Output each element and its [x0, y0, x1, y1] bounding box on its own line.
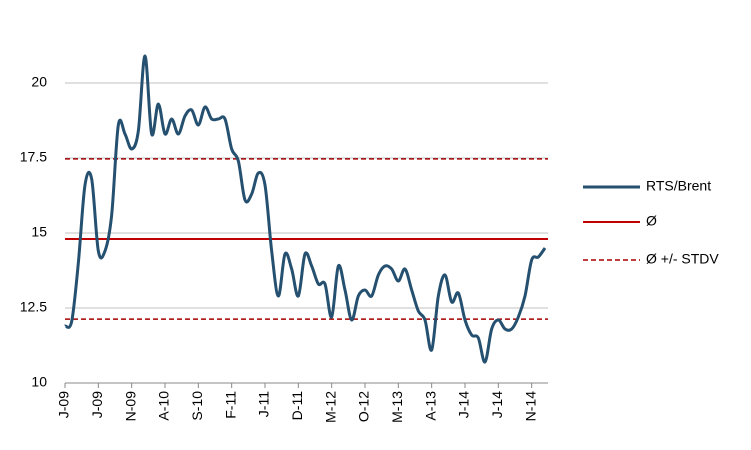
x-tick-label: J-14 — [456, 391, 472, 418]
y-tick-label: 10 — [31, 374, 47, 390]
x-tick-label: J-14 — [489, 391, 505, 418]
x-tick-label: A-13 — [422, 391, 438, 421]
x-tick-label: S-10 — [189, 391, 205, 421]
x-tick-label: J-09 — [89, 391, 105, 418]
x-tick-label: F-11 — [222, 391, 238, 419]
x-tick-label: J-11 — [256, 391, 272, 417]
x-tick-label: N-09 — [122, 391, 138, 422]
legend-label: Ø — [646, 213, 657, 229]
x-tick-label: D-11 — [289, 391, 305, 421]
y-tick-label: 15 — [31, 224, 47, 240]
x-tick-label: A-10 — [156, 391, 172, 421]
x-tick-label: J-09 — [56, 391, 72, 418]
x-tick-label: O-12 — [356, 391, 372, 422]
y-tick-label: 12.5 — [20, 299, 47, 315]
legend-label: RTS/Brent — [646, 178, 711, 194]
x-tick-label: N-14 — [522, 391, 538, 422]
legend-label: Ø +/- STDV — [646, 251, 719, 267]
x-tick-label: M-13 — [389, 391, 405, 423]
series-line — [64, 54, 547, 364]
y-tick-label: 20 — [31, 74, 47, 90]
x-tick-label: M-12 — [322, 391, 338, 423]
y-tick-label: 17.5 — [20, 149, 47, 165]
